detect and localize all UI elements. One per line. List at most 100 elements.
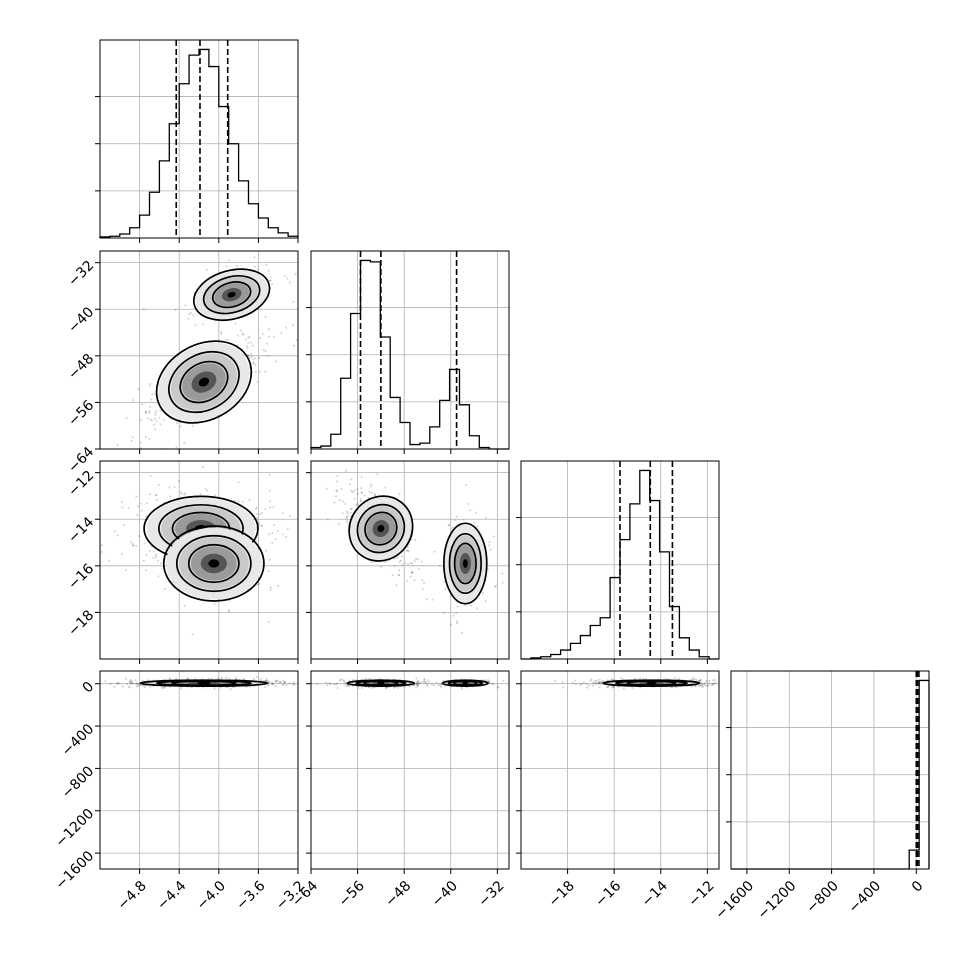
sample-point (393, 686, 396, 689)
sample-point (148, 493, 151, 496)
sample-point (501, 581, 504, 584)
sample-point (116, 444, 119, 447)
sample-point (281, 512, 284, 515)
sample-point (385, 686, 388, 689)
sample-point (153, 393, 156, 396)
x-tick-label: −4.4 (154, 878, 189, 913)
y-tick-label: −48 (65, 351, 97, 383)
sample-point (149, 475, 152, 478)
sample-point (602, 680, 605, 683)
sample-point (139, 502, 142, 505)
sample-point (342, 500, 345, 503)
sample-point (282, 533, 285, 536)
sample-point (144, 411, 147, 414)
sample-point (244, 338, 247, 341)
sample-point (275, 680, 278, 683)
sample-point (346, 516, 349, 519)
sample-point (397, 686, 400, 689)
sample-point (254, 357, 257, 360)
sample-point (292, 684, 295, 687)
sample-point (146, 417, 149, 420)
sample-point (369, 485, 372, 488)
histogram-step (99, 48, 299, 238)
axes-frame (310, 460, 510, 660)
sample-point (158, 416, 161, 419)
x-tick-label: −1600 (712, 878, 757, 923)
sample-point (191, 633, 194, 636)
density-panel-2-0 (100, 461, 298, 659)
sample-point (425, 598, 428, 601)
sample-point (276, 679, 279, 682)
sample-point (132, 544, 135, 547)
sample-point (274, 680, 277, 683)
sample-point (151, 393, 154, 396)
x-tick-label: 0 (909, 878, 927, 896)
sample-point (469, 604, 472, 607)
sample-point (348, 679, 351, 682)
sample-point (138, 535, 141, 538)
sample-point (217, 676, 220, 679)
sample-point (582, 681, 585, 684)
sample-point (409, 561, 412, 564)
sample-point (269, 506, 272, 509)
sample-point (405, 549, 408, 552)
sample-point (292, 300, 295, 303)
sample-point (145, 553, 148, 556)
sample-point (461, 687, 464, 690)
sample-point (420, 560, 423, 563)
sample-point (642, 677, 645, 680)
sample-point (132, 544, 135, 547)
sample-point (622, 687, 625, 690)
sample-point (411, 571, 414, 574)
sample-point (406, 549, 409, 552)
sample-point (135, 544, 138, 547)
density-shade (227, 291, 236, 298)
sample-point (400, 563, 403, 566)
sample-point (100, 551, 103, 554)
sample-point (419, 681, 422, 684)
sample-point (384, 686, 387, 689)
sample-point (153, 428, 156, 431)
sample-point (606, 685, 609, 688)
sample-point (252, 358, 255, 361)
sample-point (273, 523, 276, 526)
sample-point (116, 682, 119, 685)
sample-point (220, 332, 223, 335)
sample-point (274, 680, 277, 683)
sample-point (127, 506, 130, 509)
sample-point (701, 685, 704, 688)
sample-point (598, 681, 601, 684)
sample-point (255, 506, 258, 509)
sample-point (428, 680, 431, 683)
sample-point (247, 336, 250, 339)
sample-point (579, 683, 582, 686)
sample-point (137, 388, 140, 391)
sample-point (269, 586, 272, 589)
sample-point (497, 686, 500, 689)
sample-point (699, 684, 702, 687)
sample-point (344, 502, 347, 505)
density-contour (626, 680, 677, 687)
sample-point (213, 602, 216, 605)
sample-point (130, 439, 133, 442)
x-tick-label: −3.6 (233, 878, 268, 913)
sample-point (344, 684, 347, 687)
sample-point (398, 569, 401, 572)
sample-point (174, 308, 177, 311)
sample-point (137, 684, 140, 687)
sample-point (272, 505, 275, 508)
sample-point (163, 686, 166, 689)
sample-point (606, 686, 609, 689)
sample-point (350, 508, 353, 511)
sample-point (712, 682, 715, 685)
sample-point (125, 677, 128, 680)
sample-point (371, 491, 374, 494)
sample-point (719, 681, 721, 683)
sample-point (492, 535, 495, 538)
sample-point (121, 506, 124, 509)
sample-point (423, 581, 426, 584)
sample-point (414, 686, 417, 689)
density-contour (202, 275, 261, 315)
sample-point (266, 679, 269, 682)
sample-point (113, 685, 116, 688)
